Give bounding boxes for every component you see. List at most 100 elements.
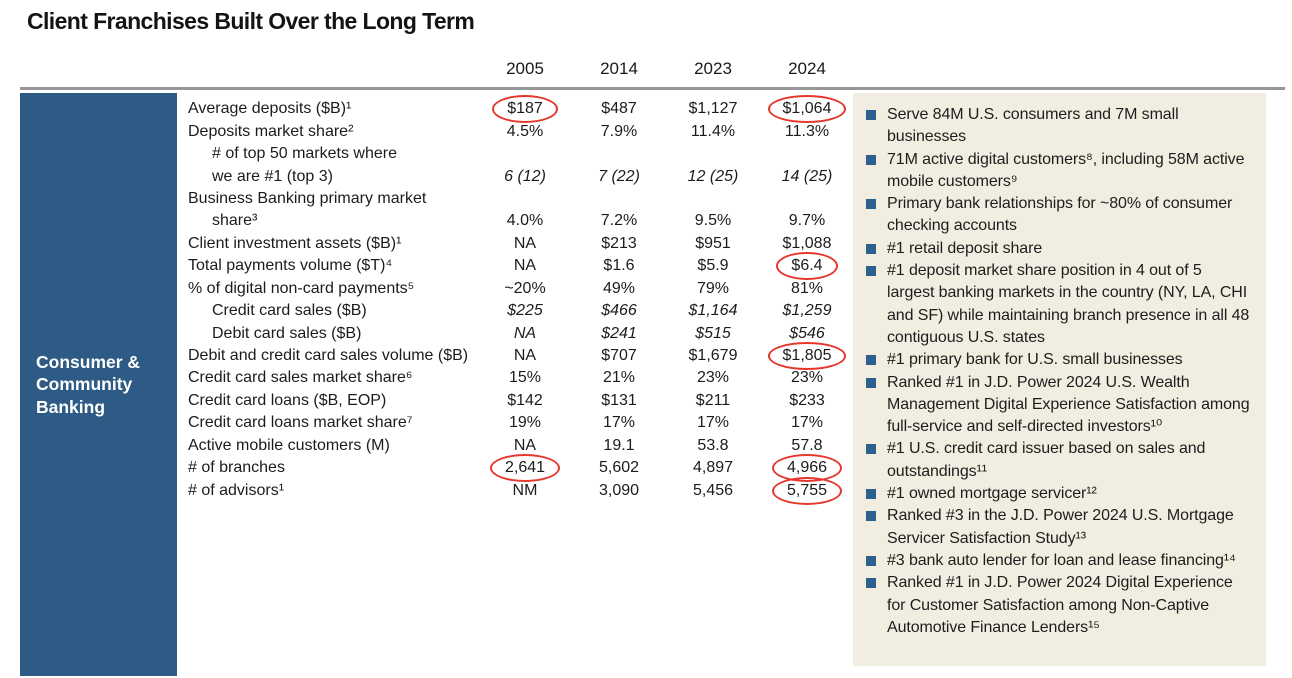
metric-value: $187 <box>478 95 572 124</box>
bullet-square-icon <box>866 489 876 500</box>
metric-value: 17% <box>666 414 760 432</box>
metric-value: 17% <box>760 414 854 432</box>
metric-value: NA <box>478 325 572 343</box>
value-text: $951 <box>695 234 731 252</box>
metric-label: we are #1 (top 3) <box>212 167 333 185</box>
highlight-item: Primary bank relationships for ~80% of c… <box>866 193 1253 238</box>
value-text: 17% <box>790 414 824 432</box>
metric-value: $1,259 <box>760 302 854 320</box>
year-header-row: 2005 2014 2023 2024 <box>188 59 854 79</box>
metric-label: # of branches <box>188 459 285 477</box>
value-text: 3,090 <box>598 481 640 499</box>
value-text: 11.4% <box>690 122 736 140</box>
metric-value: 21% <box>572 369 666 387</box>
bullet-square-icon <box>866 199 876 210</box>
highlight-item: Ranked #1 in J.D. Power 2024 U.S. Wealth… <box>866 372 1253 439</box>
bullet-square-icon <box>866 266 876 277</box>
metric-row: Business Banking primary market <box>188 188 854 210</box>
metric-value: $1.6 <box>572 257 666 275</box>
metric-value: $1,679 <box>666 347 760 365</box>
bullet-square-icon <box>866 154 876 165</box>
value-text: $1,127 <box>688 100 738 118</box>
metric-row: Credit card sales ($B) $225 $466 $1,164 $1,2… <box>188 300 854 322</box>
metric-row: Debit card sales ($B) NA $241 $515 $546 <box>188 322 854 344</box>
metric-value: 19% <box>478 414 572 432</box>
metric-value: $707 <box>572 347 666 365</box>
value-text: $546 <box>789 324 825 342</box>
value-text: 15% <box>508 369 542 387</box>
highlight-item: Serve 84M U.S. consumers and 7M small bu… <box>866 104 1253 149</box>
value-text: 19.1 <box>603 436 635 454</box>
circled-value: 5,755 <box>771 476 843 505</box>
highlight-item: #1 deposit market share position in 4 ou… <box>866 260 1253 349</box>
highlight-item: Ranked #1 in J.D. Power 2024 Digital Exp… <box>866 572 1253 639</box>
metric-value: 53.8 <box>666 437 760 455</box>
metric-label: Credit card sales ($B) <box>212 302 367 320</box>
value-text: NA <box>513 234 537 252</box>
metric-value: $1,805 <box>760 342 854 371</box>
metric-value: $487 <box>572 100 666 118</box>
metric-value: 5,456 <box>666 482 760 500</box>
highlight-text: Ranked #3 in the J.D. Power 2024 U.S. Mo… <box>887 507 1234 547</box>
value-text: $515 <box>695 324 731 342</box>
value-text: 9.7% <box>788 212 826 230</box>
metric-row: share³ 4.0% 7.2% 9.5% 9.7% <box>188 210 854 232</box>
circled-value: $1,064 <box>767 95 847 124</box>
metric-value: 7 (22) <box>572 168 666 186</box>
metric-value: NA <box>478 347 572 365</box>
segment-label: Consumer & Community Banking <box>20 351 140 419</box>
value-text: $131 <box>601 391 637 409</box>
metric-value: $5.9 <box>666 257 760 275</box>
metric-label: # of top 50 markets where <box>212 145 397 163</box>
metric-value: 7.2% <box>572 212 666 230</box>
circled-value: $187 <box>492 95 558 124</box>
metric-value: 23% <box>760 369 854 387</box>
metric-value: 9.7% <box>760 212 854 230</box>
metric-value: $213 <box>572 235 666 253</box>
metric-value: $466 <box>572 302 666 320</box>
metric-row: Deposits market share² 4.5% 7.9% 11.4% 11.3% <box>188 120 854 142</box>
highlight-item: Ranked #3 in the J.D. Power 2024 U.S. Mo… <box>866 505 1253 550</box>
value-text: 4,897 <box>692 459 734 477</box>
metric-label: Credit card loans ($B, EOP) <box>188 391 387 409</box>
metric-value: $233 <box>760 392 854 410</box>
value-text: 17% <box>696 414 730 432</box>
metric-value: 3,090 <box>572 482 666 500</box>
value-text: NM <box>512 481 538 499</box>
highlights-panel: Serve 84M U.S. consumers and 7M small bu… <box>853 93 1266 666</box>
metric-value: 19.1 <box>572 437 666 455</box>
metric-value: 23% <box>666 369 760 387</box>
metric-value: $225 <box>478 302 572 320</box>
year-header-spacer <box>188 59 478 79</box>
metric-row: we are #1 (top 3) 6 (12) 7 (22) 12 (25) 14 (… <box>188 165 854 187</box>
segment-box-consumer-community-banking: Consumer & Community Banking <box>20 93 177 676</box>
metric-value: $241 <box>572 325 666 343</box>
metric-row: # of branches 2,641 5,602 4,897 4,966 <box>188 454 854 483</box>
highlight-text: 71M active digital customers⁸, including… <box>887 150 1245 190</box>
highlight-text: #1 owned mortgage servicer¹² <box>887 485 1097 503</box>
metric-value: NA <box>478 235 572 253</box>
metric-value: $1,064 <box>760 95 854 124</box>
metric-value: $6.4 <box>760 252 854 281</box>
value-text: 14 (25) <box>781 167 833 185</box>
metric-label: Deposits market share² <box>188 122 354 140</box>
bullet-square-icon <box>866 511 876 522</box>
value-text: 11.3% <box>784 122 830 140</box>
bullet-square-icon <box>866 243 876 254</box>
metric-label: Debit and credit card sales volume ($B) <box>188 347 469 365</box>
value-text: 5,456 <box>692 481 734 499</box>
value-text: 81% <box>790 279 824 297</box>
metric-value: 17% <box>572 414 666 432</box>
highlights-list: Serve 84M U.S. consumers and 7M small bu… <box>866 104 1253 639</box>
value-text: 4.0% <box>506 212 544 230</box>
segment-label-line-2: Community <box>36 374 133 395</box>
metric-value: NM <box>478 482 572 500</box>
metric-value: NA <box>478 437 572 455</box>
year-header: 2024 <box>788 59 826 78</box>
value-text: 7 (22) <box>598 167 640 185</box>
value-text: $466 <box>601 302 637 320</box>
value-text: 57.8 <box>791 436 823 454</box>
value-text: $707 <box>601 347 637 365</box>
value-text: 4.5% <box>506 122 544 140</box>
value-text: $1,679 <box>688 347 738 365</box>
